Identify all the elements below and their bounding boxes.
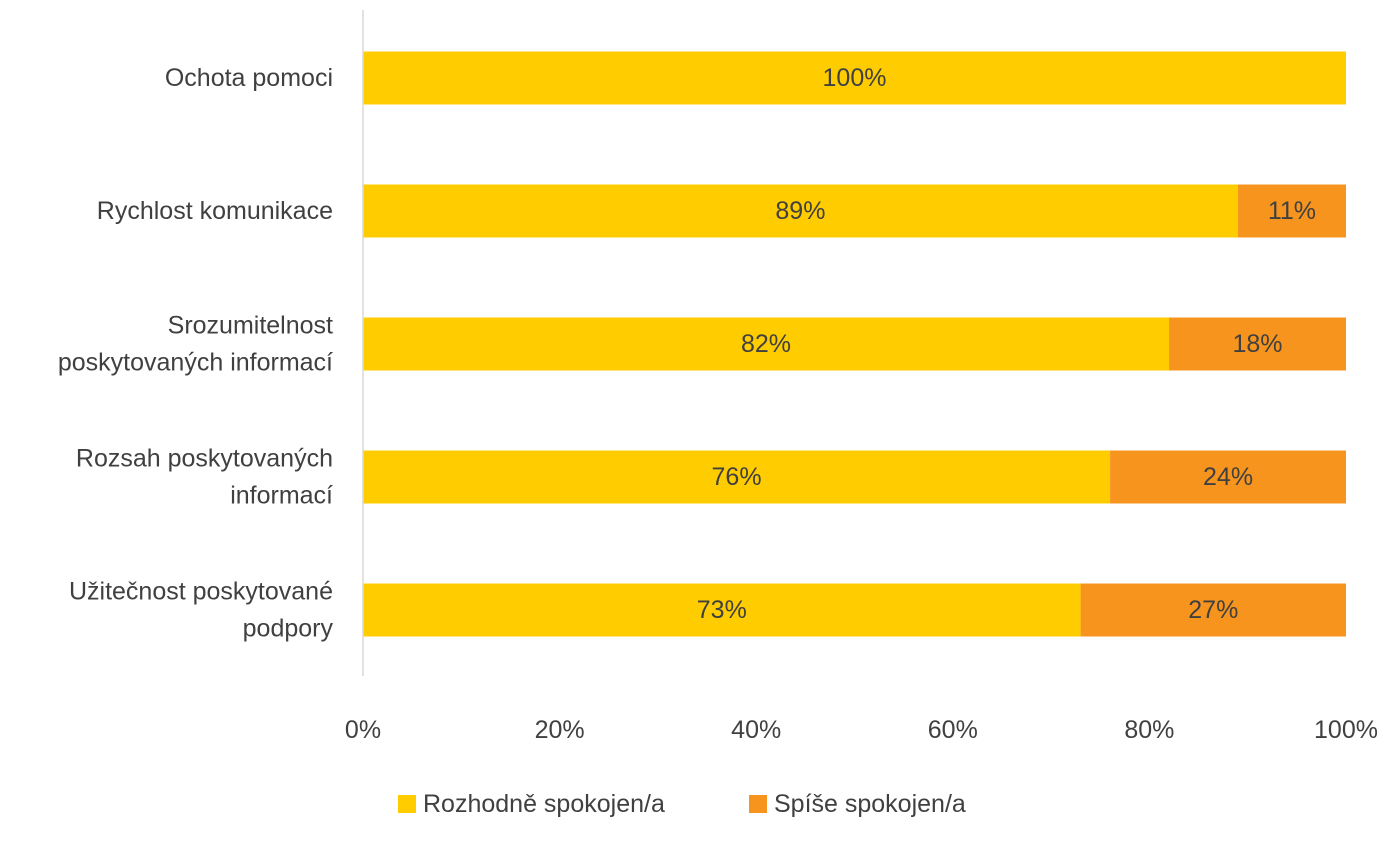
legend: Rozhodně spokojen/a Spíše spokojen/a	[398, 790, 966, 818]
data-label: 73%	[697, 596, 747, 624]
x-tick-label: 60%	[928, 716, 978, 744]
category-labels-group: Ochota pomoci Rychlost komunikace Srozumit…	[58, 64, 334, 643]
category-label: Rozsah poskytovaných	[76, 445, 333, 473]
category-label: Užitečnost poskytované	[69, 578, 333, 606]
bar-segment-rozhodne-2	[363, 317, 1170, 371]
legend-swatch	[398, 795, 416, 813]
category-label: Rychlost komunikace	[97, 197, 333, 225]
data-label: 100%	[823, 64, 887, 92]
category-label: informací	[230, 482, 333, 510]
legend-swatch	[749, 795, 767, 813]
bar-segment-rozhodne-4	[363, 583, 1081, 637]
x-tick-label: 20%	[535, 716, 585, 744]
bar-segment-rozhodne-1	[363, 184, 1238, 238]
data-label: 82%	[741, 330, 791, 358]
x-tick-label: 100%	[1314, 716, 1378, 744]
data-label: 89%	[775, 197, 825, 225]
bar-segment-spise-2	[1169, 317, 1346, 371]
data-label: 27%	[1188, 596, 1238, 624]
data-label: 76%	[712, 463, 762, 491]
data-label: 18%	[1233, 330, 1283, 358]
data-labels-group: 100% 89% 11% 82% 18% 76% 24% 73% 27%	[697, 64, 1316, 624]
bars-group	[363, 51, 1346, 637]
data-label: 24%	[1203, 463, 1253, 491]
bar-segment-rozhodne-0	[363, 51, 1346, 105]
legend-label: Rozhodně spokojen/a	[423, 790, 665, 818]
category-label: podpory	[243, 615, 334, 643]
x-axis-ticks-group: 0% 20% 40% 60% 80% 100%	[345, 716, 1378, 744]
category-label: poskytovaných informací	[58, 349, 333, 377]
data-label: 11%	[1268, 197, 1316, 225]
bar-segment-spise-3	[1110, 450, 1346, 504]
x-tick-label: 0%	[345, 716, 381, 744]
bar-segment-rozhodne-3	[363, 450, 1111, 504]
x-tick-label: 80%	[1124, 716, 1174, 744]
legend-label: Spíše spokojen/a	[774, 790, 966, 818]
x-tick-label: 40%	[731, 716, 781, 744]
bar-segment-spise-1	[1237, 184, 1346, 238]
category-label: Srozumitelnost	[168, 312, 333, 340]
bar-segment-spise-4	[1080, 583, 1346, 637]
category-label: Ochota pomoci	[165, 64, 333, 92]
